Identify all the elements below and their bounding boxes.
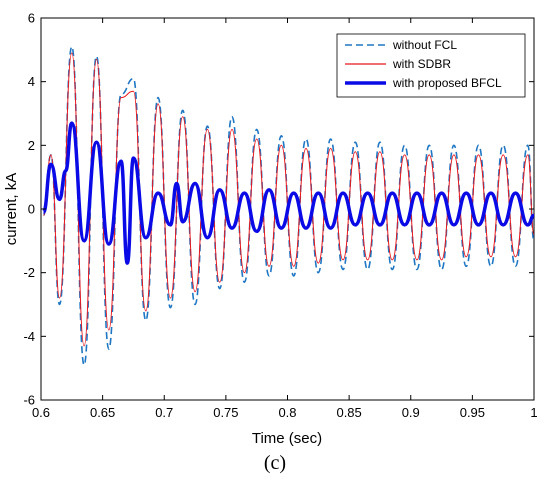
x-tick-label: 0.65 xyxy=(90,405,115,420)
x-tick-label: 0.6 xyxy=(32,405,50,420)
legend-label-with-proposed-bfcl: with proposed BFCL xyxy=(392,76,502,90)
axes-layer: 0.6 0.65 0.7 0.75 0.8 0.85 0.9 0.95 1 -6 -4 -2 0 2 4 6 xyxy=(23,11,537,421)
legend-label-with-sdbr: with SDBR xyxy=(392,57,451,71)
figure-caption: (c) xyxy=(263,452,287,474)
x-tick-label: 1 xyxy=(530,405,537,420)
y-tick-label: 0 xyxy=(28,202,35,217)
x-tick-label: 0.8 xyxy=(278,405,296,420)
legend-label-without-fcl: without FCL xyxy=(392,38,457,52)
x-tick-label: 0.75 xyxy=(213,405,238,420)
y-axis-label: current, kA xyxy=(3,173,20,246)
x-tick-label: 0.7 xyxy=(155,405,173,420)
y-tick-label: -4 xyxy=(23,329,35,344)
series-line-with-proposed-bfcl xyxy=(41,121,535,265)
legend: without FCL with SDBR with proposed BFCL xyxy=(336,33,526,98)
x-tick-label: 0.9 xyxy=(402,405,420,420)
y-tick-label: 4 xyxy=(28,74,35,89)
y-tick-label: -6 xyxy=(23,393,35,408)
y-tick-label: 6 xyxy=(28,11,35,26)
series-line-with-sdbr xyxy=(43,52,535,347)
y-tick-label: -2 xyxy=(23,265,35,280)
series-layer xyxy=(41,45,535,366)
x-tick-label: 0.85 xyxy=(336,405,361,420)
x-tick-label: 0.95 xyxy=(460,405,485,420)
y-tick-label: 2 xyxy=(28,138,35,153)
x-axis-label: Time (sec) xyxy=(252,430,322,447)
